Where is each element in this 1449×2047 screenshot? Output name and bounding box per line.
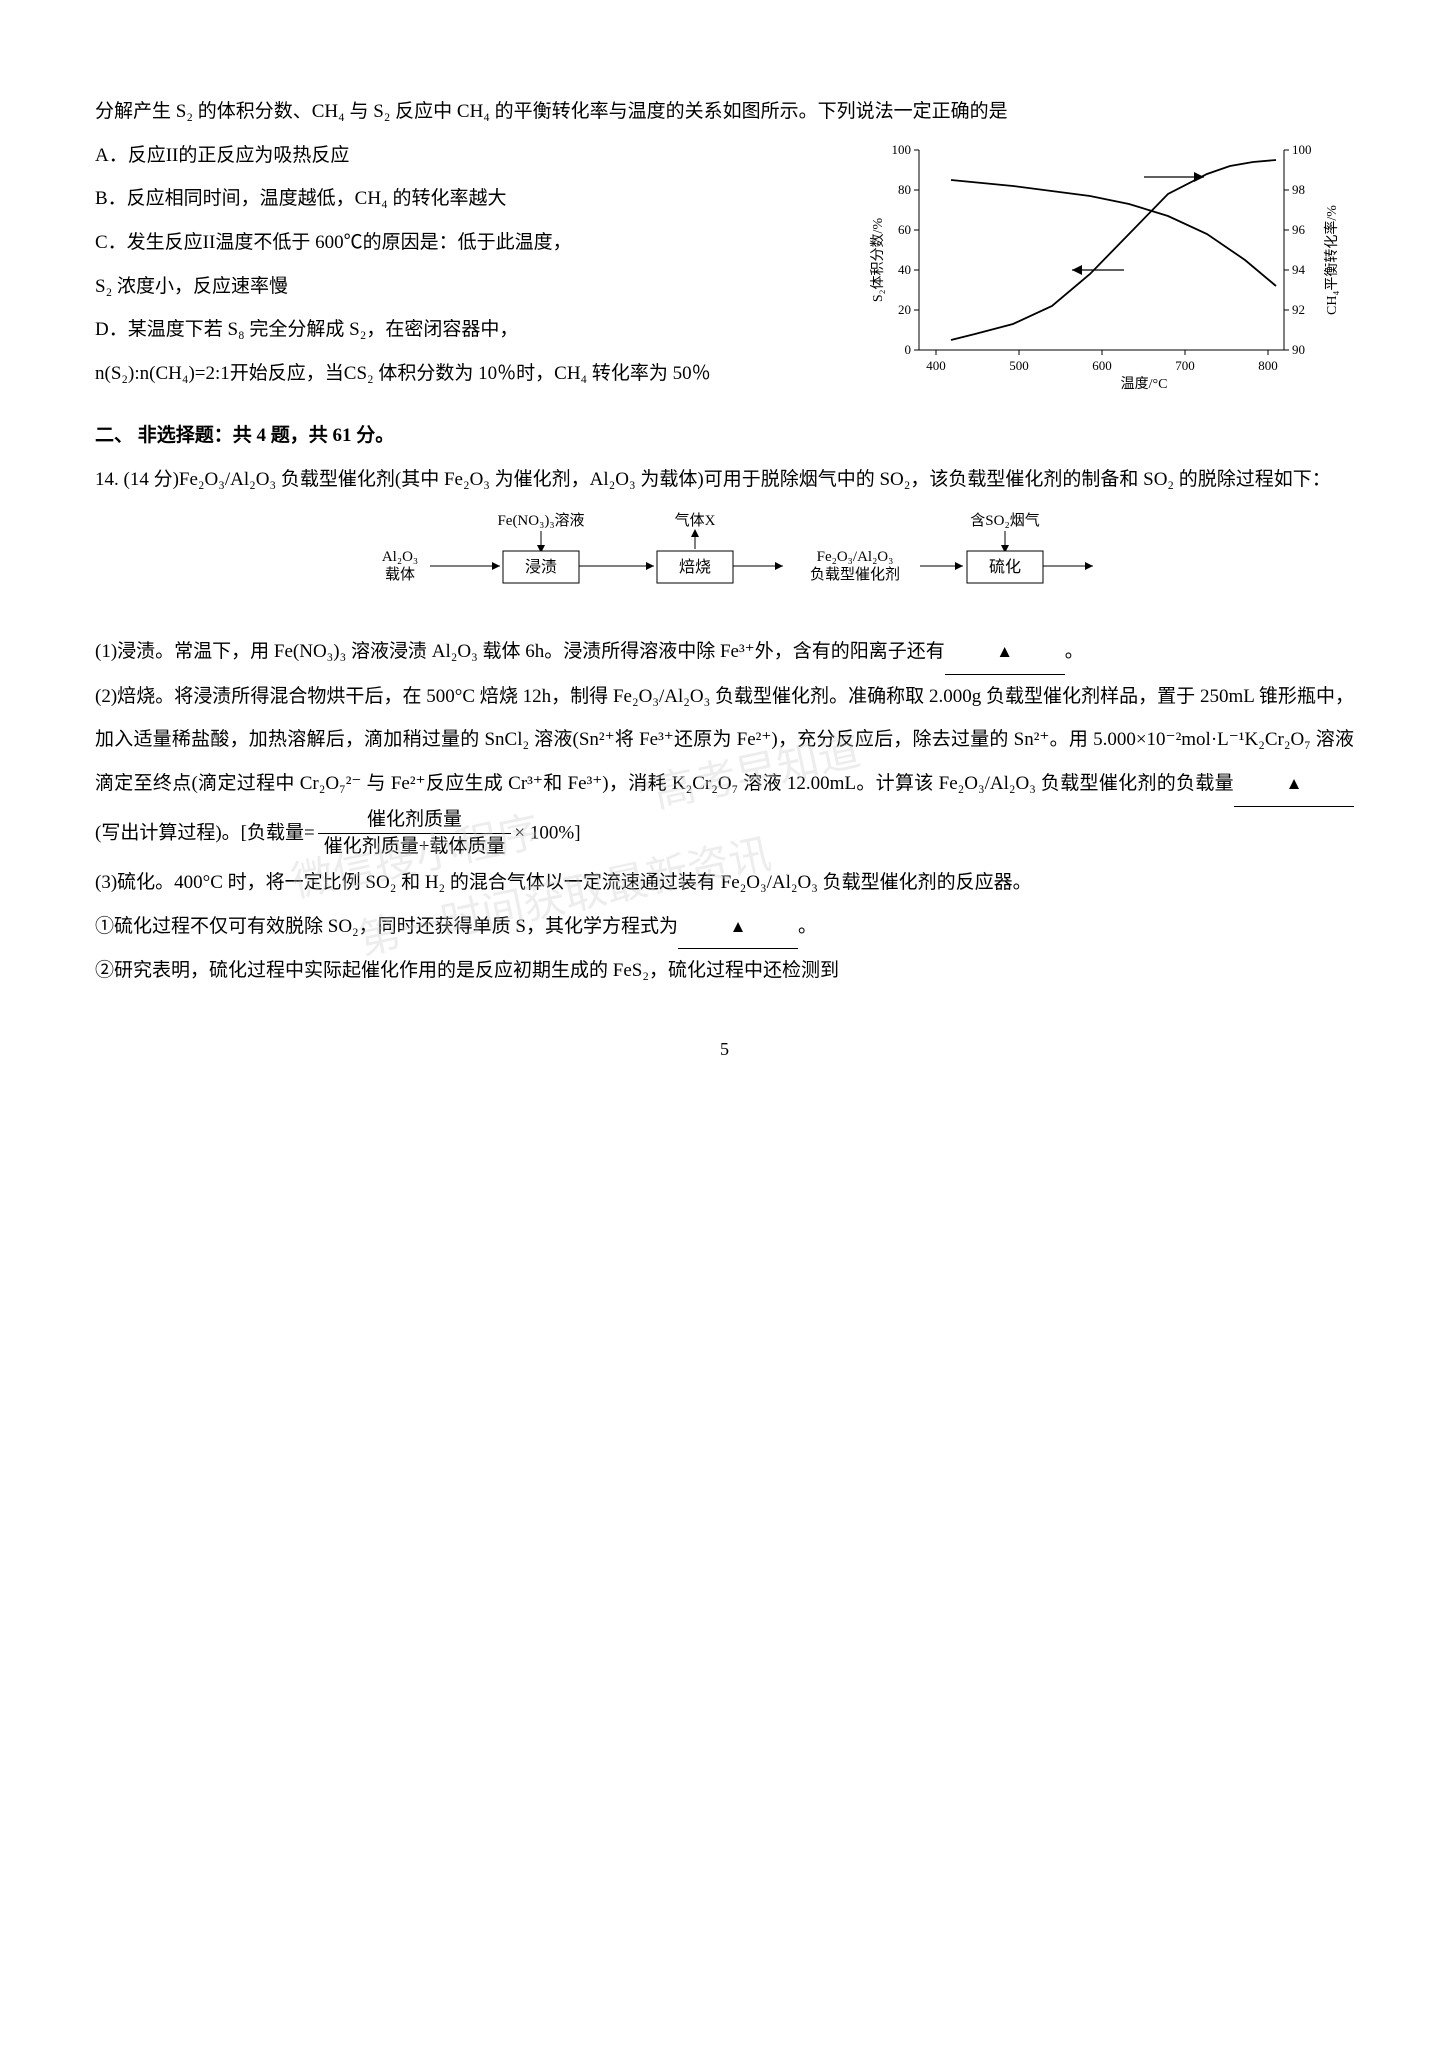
q13-option-a: A．反应II的正反应为吸热反应 xyxy=(95,134,845,178)
svg-text:40: 40 xyxy=(898,262,911,277)
svg-text:700: 700 xyxy=(1175,358,1195,373)
fraction-denominator: 催化剂质量+载体质量 xyxy=(318,834,512,861)
q14-p2: (2)焙烧。将浸渍所得混合物烘干后，在 500°C 焙烧 12h，制得 Fe₂O… xyxy=(95,675,1354,861)
q14-p2b: (写出计算过程)。[负载量= xyxy=(95,822,315,843)
q13-option-c2: S₂ 浓度小，反应速率慢 xyxy=(95,265,845,309)
blank-3: ▲ xyxy=(678,905,798,950)
flowchart-container: Fe(NO₃)₃溶液 气体X 含SO₂烟气 Al₂O₃ 载体 浸渍 焙烧 xyxy=(95,511,1354,618)
svg-text:98: 98 xyxy=(1292,182,1305,197)
svg-text:90: 90 xyxy=(1292,342,1305,357)
q14-p3-1-text: ①硫化过程不仅可有效脱除 SO₂，同时还获得单质 S，其化学方程式为 xyxy=(95,916,678,937)
svg-text:Fe₂O₃/Al₂O₃: Fe₂O₃/Al₂O₃ xyxy=(816,549,893,565)
page-content: 0 20 40 60 80 100 90 92 94 96 98 1 xyxy=(95,90,1354,1070)
svg-text:Fe(NO₃)₃溶液: Fe(NO₃)₃溶液 xyxy=(497,512,584,529)
q14-p3-2: ②研究表明，硫化过程中实际起催化作用的是反应初期生成的 FeS₂，硫化过程中还检… xyxy=(95,949,1354,993)
question-13-area: 0 20 40 60 80 100 90 92 94 96 98 1 xyxy=(95,90,1354,396)
q14-p1: (1)浸渍。常温下，用 Fe(NO₃)₃ 溶液浸渍 Al₂O₃ 载体 6h。浸渍… xyxy=(95,630,1354,675)
q14-p3-1-end: 。 xyxy=(798,916,817,937)
page-number: 5 xyxy=(95,1029,1354,1070)
q13-option-b: B．反应相同时间，温度越低，CH₄ 的转化率越大 xyxy=(95,177,845,221)
svg-text:100: 100 xyxy=(1292,142,1312,157)
svg-text:气体X: 气体X xyxy=(674,512,715,529)
svg-text:20: 20 xyxy=(898,302,911,317)
svg-text:600: 600 xyxy=(1092,358,1112,373)
svg-text:硫化: 硫化 xyxy=(988,558,1020,576)
svg-text:含SO₂烟气: 含SO₂烟气 xyxy=(970,512,1039,529)
x-axis-label: 温度/°C xyxy=(1121,376,1168,392)
q14-p1-text: (1)浸渍。常温下，用 Fe(NO₃)₃ 溶液浸渍 Al₂O₃ 载体 6h。浸渍… xyxy=(95,641,945,662)
q14-p3-1: ①硫化过程不仅可有效脱除 SO₂，同时还获得单质 S，其化学方程式为 ▲ 。 xyxy=(95,905,1354,950)
q14-p2a: (2)焙烧。将浸渍所得混合物烘干后，在 500°C 焙烧 12h，制得 Fe₂O… xyxy=(95,686,1354,794)
arrow-right-indicator xyxy=(1144,172,1204,182)
svg-text:焙烧: 焙烧 xyxy=(678,558,710,576)
load-fraction: 催化剂质量催化剂质量+载体质量 xyxy=(318,807,512,861)
q14-p1-end: 。 xyxy=(1065,641,1084,662)
svg-text:500: 500 xyxy=(1009,358,1029,373)
svg-text:96: 96 xyxy=(1292,222,1306,237)
svg-text:80: 80 xyxy=(898,182,911,197)
q14-p2c: × 100%] xyxy=(514,822,580,843)
dual-axis-chart: 0 20 40 60 80 100 90 92 94 96 98 1 xyxy=(864,130,1354,395)
svg-text:Al₂O₃: Al₂O₃ xyxy=(381,549,417,565)
q14-intro: 14. (14 分)Fe₂O₃/Al₂O₃ 负载型催化剂(其中 Fe₂O₃ 为催… xyxy=(95,458,1354,502)
svg-text:800: 800 xyxy=(1258,358,1278,373)
svg-text:400: 400 xyxy=(926,358,946,373)
blank-2: ▲ xyxy=(1234,762,1354,807)
q13-option-d: D．某温度下若 S₈ 完全分解成 S₂，在密闭容器中， xyxy=(95,308,845,352)
left-y-label: S₂体积分数/% xyxy=(870,218,886,303)
svg-text:载体: 载体 xyxy=(384,566,414,583)
blank-1: ▲ xyxy=(945,630,1065,675)
chart-container: 0 20 40 60 80 100 90 92 94 96 98 1 xyxy=(864,130,1354,395)
q13-intro: 分解产生 S₂ 的体积分数、CH₄ 与 S₂ 反应中 CH₄ 的平衡转化率与温度… xyxy=(95,90,1354,134)
q13-option-c: C．发生反应II温度不低于 600℃的原因是：低于此温度， xyxy=(95,221,845,265)
process-flowchart: Fe(NO₃)₃溶液 气体X 含SO₂烟气 Al₂O₃ 载体 浸渍 焙烧 xyxy=(345,511,1105,601)
svg-text:100: 100 xyxy=(892,142,912,157)
svg-text:0: 0 xyxy=(905,342,912,357)
curve-s2 xyxy=(951,160,1276,340)
section-2-header: 二、 非选择题：共 4 题，共 61 分。 xyxy=(95,414,1354,458)
fraction-numerator: 催化剂质量 xyxy=(318,807,512,835)
svg-text:负载型催化剂: 负载型催化剂 xyxy=(809,566,899,583)
svg-text:浸渍: 浸渍 xyxy=(524,558,556,576)
svg-text:60: 60 xyxy=(898,222,911,237)
right-y-label: CH₄平衡转化率/% xyxy=(1323,205,1340,315)
svg-text:94: 94 xyxy=(1292,262,1306,277)
q14-p3: (3)硫化。400°C 时，将一定比例 SO₂ 和 H₂ 的混合气体以一定流速通… xyxy=(95,861,1354,905)
svg-text:92: 92 xyxy=(1292,302,1305,317)
